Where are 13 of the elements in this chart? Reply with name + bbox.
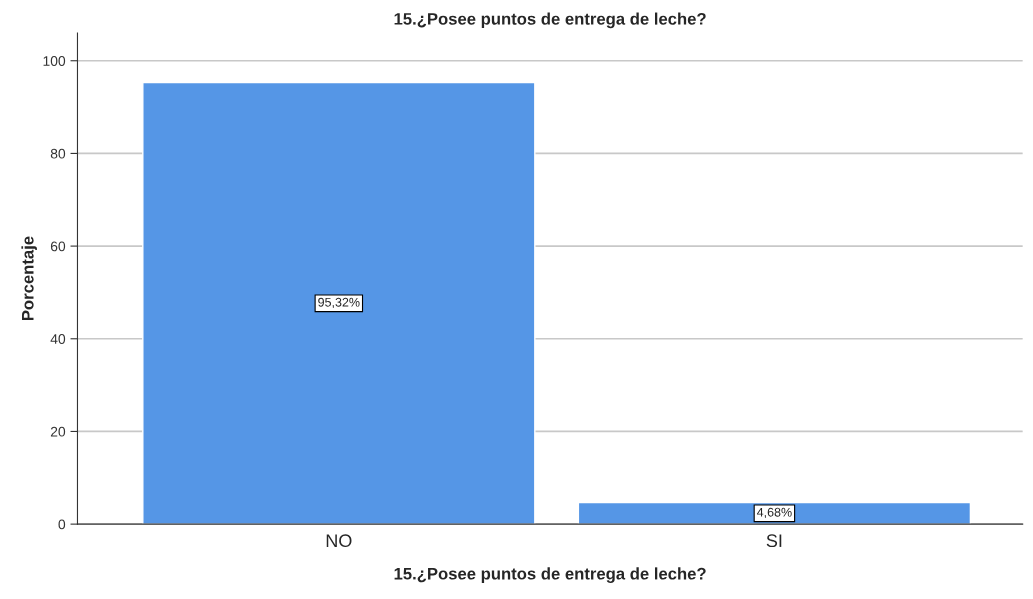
y-tick-label: 100 [43, 56, 66, 66]
y-tick-label: 60 [50, 241, 66, 252]
y-tick-label: 40 [50, 334, 66, 344]
x-tick-label: NO [326, 534, 352, 548]
y-tick-label: 20 [50, 426, 66, 437]
data-label: 4,68% [756, 507, 792, 519]
chart-title: 15.¿Posee puntos de entrega de leche? [394, 12, 706, 29]
x-axis-title: 15.¿Posee puntos de entrega de leche? [394, 567, 706, 583]
y-tick-label: 80 [50, 148, 66, 159]
data-label: 95,32% [318, 297, 360, 309]
x-tick-label: SI [766, 534, 782, 548]
y-tick-label: 0 [58, 519, 66, 530]
y-axis-title: Porcentaje [21, 236, 37, 321]
